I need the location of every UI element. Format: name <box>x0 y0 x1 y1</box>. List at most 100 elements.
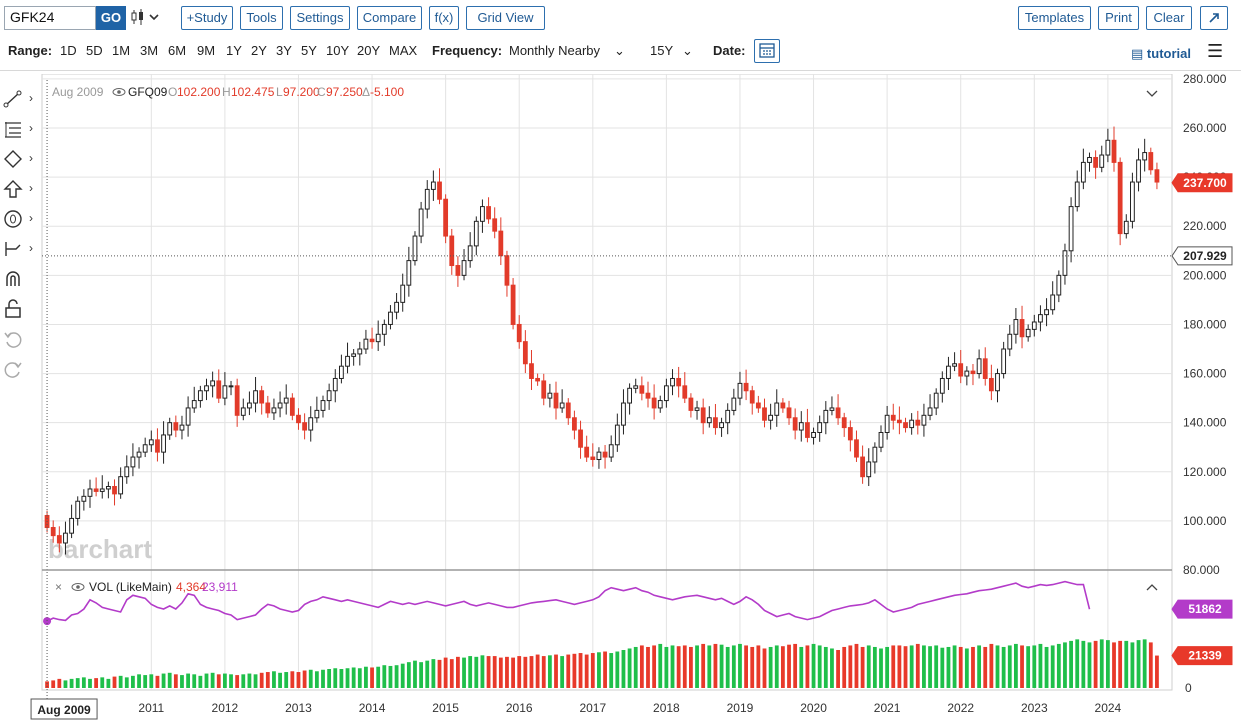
collapse-chevron-up-icon[interactable] <box>1146 584 1158 591</box>
candle-up <box>878 425 884 453</box>
tutorial-link[interactable]: ▤ tutorial <box>1131 46 1191 62</box>
candle-down <box>676 366 682 398</box>
volume-bar <box>449 659 454 688</box>
candle-up <box>247 391 252 416</box>
arrow-tool[interactable]: › <box>2 178 38 204</box>
chevron-right-icon[interactable]: › <box>29 91 33 105</box>
close-pane-icon[interactable]: × <box>55 580 62 594</box>
frequency-chevron-down-icon[interactable]: ⌄ <box>614 43 625 58</box>
volume-bar <box>81 677 86 688</box>
range-bar: Range: 1D 5D 1M 3M 6M 9M 1Y 2Y 3Y 5Y 10Y… <box>0 38 1241 66</box>
candlestick-icon[interactable] <box>131 8 161 29</box>
tools-button[interactable]: Tools <box>240 6 283 30</box>
candle-down <box>1148 147 1154 175</box>
magnet-icon[interactable] <box>2 268 38 294</box>
candle-up <box>351 349 357 366</box>
measure-tool[interactable]: › <box>2 238 38 264</box>
range-20y[interactable]: 20Y <box>357 43 381 58</box>
volume-bar <box>296 672 301 688</box>
volume-bar <box>805 645 810 688</box>
volume-bar <box>394 665 399 688</box>
undo-icon[interactable] <box>2 328 38 354</box>
range-1y[interactable]: 1Y <box>226 43 242 58</box>
period-chevron-down-icon[interactable]: ⌄ <box>682 43 693 58</box>
print-button[interactable]: Print <box>1098 6 1139 30</box>
chevron-right-icon[interactable]: › <box>29 181 33 195</box>
legend-symbol: GFQ09 <box>128 85 168 99</box>
range-1m[interactable]: 1M <box>112 43 131 58</box>
function-button[interactable]: f(x) <box>429 6 459 30</box>
calendar-icon[interactable] <box>754 39 780 63</box>
candle-up <box>559 389 565 413</box>
candle-down <box>860 445 866 484</box>
symbol-input[interactable]: GFK24 <box>4 6 96 30</box>
study-button[interactable]: +Study <box>181 6 233 30</box>
templates-button[interactable]: Templates <box>1018 6 1091 30</box>
eye-icon[interactable] <box>71 583 85 591</box>
volume-bar <box>443 657 448 688</box>
candle-down <box>755 395 761 413</box>
period-select[interactable]: 15Y <box>650 43 674 58</box>
candle-up <box>768 403 774 430</box>
range-2y[interactable]: 2Y <box>251 43 267 58</box>
volume-bar <box>351 667 356 688</box>
price-chart[interactable]: barchart 80.000100.000120.000140.000160.… <box>0 74 1241 725</box>
candle-up <box>884 405 890 440</box>
range-6m[interactable]: 6M <box>168 43 187 58</box>
volume-bar <box>192 674 197 688</box>
range-3m[interactable]: 3M <box>140 43 159 58</box>
volume-bar <box>173 674 178 688</box>
candle-up <box>124 455 130 484</box>
candle-up <box>1025 324 1031 342</box>
range-9m[interactable]: 9M <box>197 43 216 58</box>
volume-bar <box>854 643 859 688</box>
legend-close-key: C <box>317 85 326 99</box>
expand-icon[interactable] <box>1200 6 1228 30</box>
volume-bar <box>1124 640 1129 688</box>
range-3y[interactable]: 3Y <box>276 43 292 58</box>
range-5d[interactable]: 5D <box>86 43 103 58</box>
chevron-right-icon[interactable]: › <box>29 241 33 255</box>
range-max[interactable]: MAX <box>389 43 418 58</box>
volume-bar <box>885 646 890 688</box>
volume-bar <box>750 646 755 688</box>
volume-bar <box>1001 646 1006 688</box>
candle-down <box>780 398 786 413</box>
trendline-tool[interactable]: › <box>2 88 38 114</box>
settings-button[interactable]: Settings <box>290 6 350 30</box>
frequency-select[interactable]: Monthly Nearby <box>509 43 601 58</box>
shape-tool[interactable]: › <box>2 148 38 174</box>
chevron-right-icon[interactable]: › <box>29 211 33 225</box>
volume-bar <box>958 646 963 688</box>
candle-down <box>216 369 222 404</box>
chevron-right-icon[interactable]: › <box>29 121 33 135</box>
compare-button[interactable]: Compare <box>357 6 422 30</box>
clear-button[interactable]: Clear <box>1146 6 1192 30</box>
range-5y[interactable]: 5Y <box>301 43 317 58</box>
unlock-icon[interactable] <box>2 298 38 324</box>
volume-bar <box>1148 642 1153 688</box>
candle-down <box>792 408 798 440</box>
collapse-chevron-down-icon[interactable] <box>1146 90 1158 97</box>
grid-view-button[interactable]: Grid View <box>466 6 545 30</box>
chevron-right-icon[interactable]: › <box>29 151 33 165</box>
volume-bar <box>799 646 804 688</box>
redo-icon[interactable] <box>2 358 38 384</box>
candle-down <box>535 373 541 386</box>
go-button[interactable]: GO <box>96 6 126 30</box>
volume-bar <box>848 645 853 688</box>
volume-bar <box>535 654 540 688</box>
volume-bar <box>1044 646 1049 688</box>
candle-down <box>743 369 749 401</box>
price-tick-label: 200.000 <box>1183 268 1227 282</box>
candle-down <box>651 384 657 420</box>
candle-down <box>449 228 455 275</box>
hamburger-menu-icon[interactable]: ☰ <box>1207 41 1224 61</box>
range-1d[interactable]: 1D <box>60 43 77 58</box>
range-10y[interactable]: 10Y <box>326 43 350 58</box>
price-legend: Aug 2009 GFQ09 O 102.200 H 102.475 L 97.… <box>52 85 1158 99</box>
fibonacci-tool[interactable]: › <box>2 118 38 144</box>
annotation-tool[interactable]: › <box>2 208 38 234</box>
eye-icon[interactable] <box>112 88 126 96</box>
volume-bar <box>265 672 270 688</box>
